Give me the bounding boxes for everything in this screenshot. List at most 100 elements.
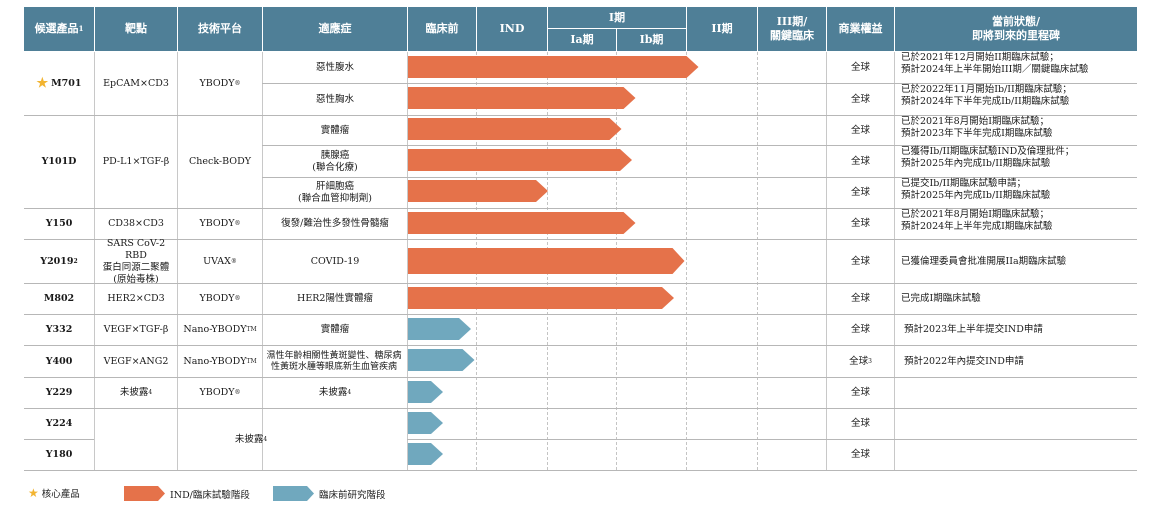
status-line: 預計2023年下半年完成I期臨床試驗 xyxy=(901,128,1053,139)
target-y332: VEGF×TGF-β xyxy=(103,324,169,335)
header-preclinical: 臨床前 xyxy=(408,7,476,51)
header-candidate: 候選產品 1 xyxy=(24,7,94,51)
header-indication: 適應症 xyxy=(263,7,407,51)
indication-cell: 惡性腹水 xyxy=(315,61,354,73)
header-phase1b-label: Ib期 xyxy=(639,33,664,46)
header-target: 靶點 xyxy=(95,7,177,51)
header-target-label: 靶點 xyxy=(125,22,147,35)
status-line: 已於2021年12月開始II期臨床試驗； xyxy=(901,52,1059,63)
header-phase2-label: II期 xyxy=(711,22,733,35)
status-cell: 已獲倫理委員會批准開展IIa期臨床試驗 xyxy=(901,255,1067,267)
platform-mark: TM xyxy=(246,357,257,365)
indication-cell: 惡性胸水 xyxy=(315,93,354,105)
indication-line: (聯合化療) xyxy=(312,161,358,173)
target-y2019: SARS CoV-2 RBD 蛋白同源二聚體 (原始毒株) xyxy=(95,237,177,285)
indication-cell: 肝細胞癌 (聯合血管抑制劑) xyxy=(263,178,407,208)
header-phase2: II期 xyxy=(687,7,757,51)
header-preclinical-label: 臨床前 xyxy=(425,22,459,35)
legend-preclinical-label: 臨床前研究階段 xyxy=(319,489,386,501)
header-phase3-line2: 關鍵臨床 xyxy=(770,29,814,42)
preclinical-arrow-icon xyxy=(273,486,314,501)
progress-arrow-y400 xyxy=(408,349,475,371)
row-divider xyxy=(24,239,1137,240)
row-divider xyxy=(24,345,1137,346)
progress-arrow-m802 xyxy=(408,287,674,309)
platform-name: Nano-YBODY xyxy=(183,324,247,335)
product-footnote: 2 xyxy=(73,257,78,265)
indication-cell: 復發/難治性多發性骨髓瘤 xyxy=(281,218,389,229)
rights-cell: 全球 3 xyxy=(827,346,894,377)
platform-y332: Nano-YBODY TM xyxy=(178,315,262,345)
target-footnote: 4 xyxy=(148,389,153,396)
indication-footnote: 4 xyxy=(347,389,352,396)
header-phase1b: Ib期 xyxy=(617,29,686,51)
indication-line: (聯合血管抑制劑) xyxy=(298,193,372,204)
product-name: M701 xyxy=(51,77,82,89)
status-line: 已於2021年8月開始I期臨床試驗； xyxy=(901,209,1049,220)
platform-mark: ® xyxy=(234,79,241,87)
progress-arrow-y180 xyxy=(408,443,443,465)
rights-cell: 全球 xyxy=(850,124,870,136)
col-divider xyxy=(94,52,95,470)
progress-arrow-y101d xyxy=(408,118,622,140)
status-cell: 已提交Ib/II期臨床試驗申請； 預計2025年內完成Ib/II期臨床試驗 xyxy=(895,178,1137,208)
status-cell: 已於2021年8月開始I期臨床試驗； 預計2024年上半年完成I期臨床試驗 xyxy=(895,209,1137,239)
progress-arrow-y332 xyxy=(408,318,471,340)
row-divider xyxy=(24,115,1137,116)
indication-line: 濕性年齡相關性黃斑變性、糖尿病 xyxy=(266,350,402,361)
rights-footnote: 3 xyxy=(868,357,872,365)
header-rights-label: 商業權益 xyxy=(838,22,883,35)
platform-name: YBODY xyxy=(199,293,235,304)
row-divider xyxy=(24,208,1137,209)
product-y101d: Y101D xyxy=(41,156,77,167)
row-divider xyxy=(24,377,1137,378)
indication-cell: 實體瘤 xyxy=(320,124,350,136)
platform-y2019: UVAX ® xyxy=(178,240,262,283)
undisclosed-text: 未披露 xyxy=(234,433,264,445)
indication-line: 性黃斑水腫等眼底新生血管疾病 xyxy=(270,361,397,372)
col-divider xyxy=(894,52,895,470)
row-divider xyxy=(24,408,1137,409)
target-line: SARS CoV-2 RBD xyxy=(106,237,166,261)
legend-preclinical: 臨床前研究階段 xyxy=(273,485,386,502)
header-candidate-label: 候選產品 xyxy=(34,22,79,35)
header-phase1a-label: Ia期 xyxy=(570,33,594,46)
platform-y229: YBODY ® xyxy=(178,378,262,408)
rights-cell: 全球 xyxy=(850,155,870,167)
platform-name: Nano-YBODY xyxy=(183,355,247,367)
header-ind: IND xyxy=(477,7,547,51)
platform-y101d: Check-BODY xyxy=(189,156,251,167)
rights-cell: 全球 xyxy=(850,255,870,267)
legend-ind: IND/臨床試驗階段 xyxy=(124,485,250,502)
header-status-line2: 即將到來的里程碑 xyxy=(972,29,1060,42)
progress-arrow-y101d xyxy=(408,180,548,202)
status-cell: 已完成I期臨床試驗 xyxy=(901,293,981,304)
rights-cell: 全球 xyxy=(850,61,870,73)
subrow-divider xyxy=(262,83,1137,84)
target-m802: HER2×CD3 xyxy=(107,293,165,304)
header-platform: 技術平台 xyxy=(178,7,262,51)
indication-cell: 未披露 4 xyxy=(263,378,407,408)
core-product-star-icon: ★ xyxy=(36,75,49,91)
rights-cell: 全球 xyxy=(850,418,870,429)
header-phase1-label: I期 xyxy=(608,10,626,24)
target-y101d: PD-L1×TGF-β xyxy=(102,156,170,167)
rights-cell: 全球 xyxy=(850,187,870,198)
col-divider xyxy=(177,52,178,470)
header-phase3: III期/ 關鍵臨床 xyxy=(758,7,826,51)
product-y400: Y400 xyxy=(45,355,73,367)
status-cell: 預計2023年上半年提交IND申請 xyxy=(904,324,1043,335)
legend-core: ★ 核心產品 xyxy=(28,486,80,500)
row-divider xyxy=(24,283,1137,284)
platform-name: UVAX xyxy=(203,255,231,267)
status-line: 預計2024年上半年完成I期臨床試驗 xyxy=(901,221,1053,232)
header-status: 當前狀態/ 即將到來的里程碑 xyxy=(895,7,1137,51)
product-name: Y2019 xyxy=(40,255,74,267)
legend-core-label: 核心產品 xyxy=(41,489,80,500)
indication-line: 肝細胞癌 xyxy=(315,181,354,192)
product-y180: Y180 xyxy=(45,449,73,460)
target-name: 未披露 xyxy=(119,387,149,398)
indication-cell: 胰腺癌 (聯合化療) xyxy=(263,146,407,177)
ind-arrow-icon xyxy=(124,486,165,501)
progress-arrow-m701 xyxy=(408,87,636,109)
